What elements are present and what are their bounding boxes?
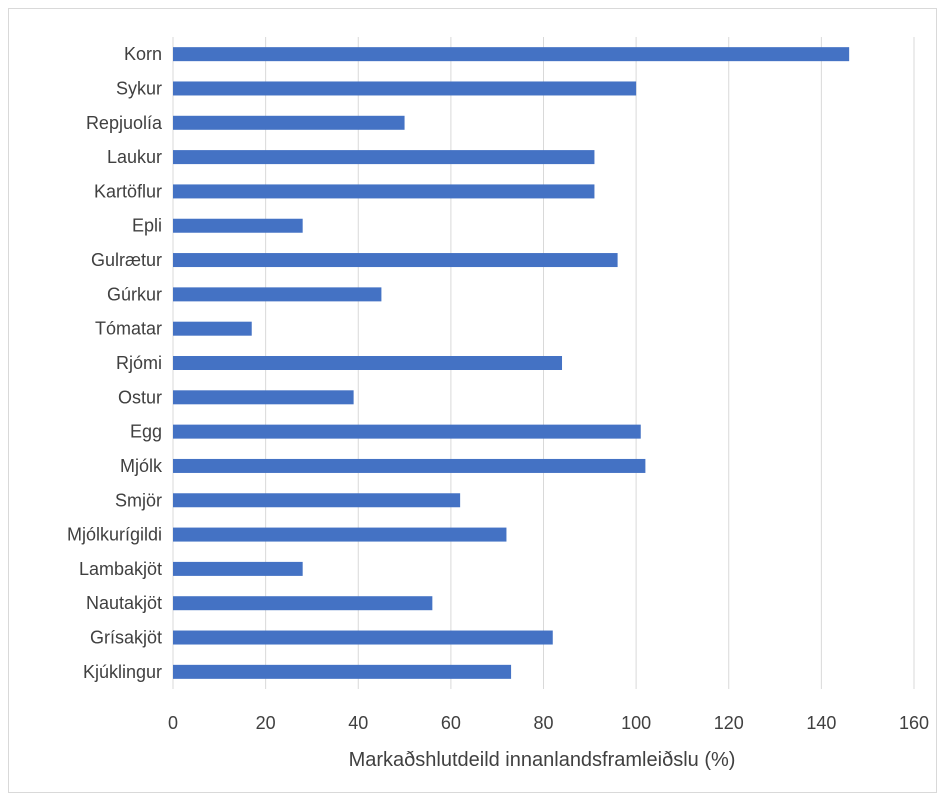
- bar-10: [173, 356, 563, 370]
- x-tick-label: 80: [533, 713, 553, 733]
- category-label: Egg: [130, 422, 162, 442]
- category-label: Gúrkur: [107, 284, 162, 304]
- category-label: Grísakjöt: [90, 628, 162, 648]
- bar-1: [173, 47, 850, 62]
- x-tick-label: 100: [621, 713, 651, 733]
- bar-3: [173, 115, 405, 130]
- bar-17: [173, 596, 433, 611]
- bar-16: [173, 561, 303, 576]
- bar-11: [173, 390, 354, 405]
- category-label: Laukur: [107, 147, 162, 167]
- x-tick-label: 140: [806, 713, 836, 733]
- bar-2: [173, 81, 637, 96]
- category-label: Smjör: [115, 490, 162, 510]
- category-label: Gulrætur: [91, 250, 162, 270]
- x-tick-label: 20: [256, 713, 276, 733]
- bar-6: [173, 218, 303, 233]
- x-tick-label: 60: [441, 713, 461, 733]
- category-label: Mjólkurígildi: [67, 525, 162, 545]
- category-label: Mjólk: [120, 456, 163, 476]
- category-label: Lambakjöt: [79, 559, 162, 579]
- x-tick-label: 0: [168, 713, 178, 733]
- category-label: Korn: [124, 44, 162, 64]
- x-tick-label: 40: [348, 713, 368, 733]
- x-tick-labels: 0 20 40 60 80 100 120 140 160: [168, 713, 929, 733]
- bar-12: [173, 424, 641, 439]
- bar-8: [173, 287, 382, 302]
- bar-19: [173, 664, 512, 679]
- chart-frame: [8, 8, 937, 793]
- category-label: Repjuolía: [86, 113, 163, 133]
- bars: [173, 47, 850, 679]
- category-label: Nautakjöt: [86, 593, 162, 613]
- bar-9: [173, 321, 252, 336]
- category-label: Epli: [132, 216, 162, 236]
- category-label: Ostur: [118, 387, 162, 407]
- bar-4: [173, 150, 595, 165]
- category-label: Rjómi: [116, 353, 162, 373]
- bar-14: [173, 493, 461, 508]
- bar-15: [173, 527, 507, 542]
- category-label: Tómatar: [95, 319, 162, 339]
- bar-7: [173, 253, 618, 268]
- bar-13: [173, 458, 646, 473]
- x-tick-label: 160: [899, 713, 929, 733]
- bar-18: [173, 630, 553, 645]
- category-labels: Korn Sykur Repjuolía Laukur Kartöflur Epli Gul…: [67, 44, 163, 682]
- x-axis-title: Markaðshlutdeild innanlandsframleiðslu (…: [349, 749, 736, 771]
- category-label: Kartöflur: [94, 181, 162, 201]
- category-label: Sykur: [116, 78, 162, 98]
- gridlines: [172, 37, 915, 689]
- x-tick-label: 120: [714, 713, 744, 733]
- bar-5: [173, 184, 595, 199]
- category-label: Kjúklingur: [83, 662, 162, 682]
